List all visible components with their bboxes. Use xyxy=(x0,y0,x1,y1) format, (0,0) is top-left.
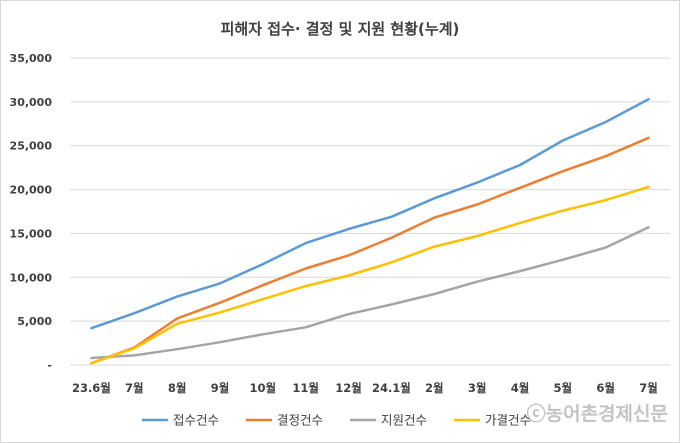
y-tick-label: - xyxy=(47,359,52,372)
series-line-지원건수 xyxy=(90,226,650,360)
legend-label: 접수건수 xyxy=(173,413,219,428)
chart-title: 피해자 접수· 결정 및 지원 현황(누계) xyxy=(221,20,460,38)
x-tick-label: 24.1월 xyxy=(372,381,411,395)
y-tick-label: 30,000 xyxy=(10,96,53,109)
y-tick-label: 35,000 xyxy=(10,52,53,65)
legend-label: 가결건수 xyxy=(485,413,531,428)
gridlines xyxy=(70,57,670,366)
watermark-logo: ⓒ농어촌경제신문 xyxy=(527,402,668,425)
y-tick-label: 25,000 xyxy=(10,140,53,153)
y-tick-label: 20,000 xyxy=(10,184,53,197)
x-tick-label: 6월 xyxy=(596,381,615,395)
y-tick-label: 5,000 xyxy=(17,315,52,328)
series-line-접수건수 xyxy=(90,97,650,330)
y-tick-label: 10,000 xyxy=(10,271,53,284)
x-tick-label: 8월 xyxy=(168,381,187,395)
x-tick-label: 4월 xyxy=(511,381,530,395)
series-line-가결건수 xyxy=(90,185,650,365)
legend: 접수건수 결정건수 지원건수 가결건수 xyxy=(142,413,531,428)
series-line-결정건수 xyxy=(90,136,650,365)
legend-label: 결정건수 xyxy=(277,413,323,428)
x-tick-label: 12월 xyxy=(335,381,362,395)
x-tick-label: 7월 xyxy=(125,381,144,395)
y-axis-ticks: - 5,000 10,000 15,000 20,000 25,000 30,000 35,0… xyxy=(10,52,53,372)
x-tick-label: 5월 xyxy=(554,381,573,395)
x-tick-label: 3월 xyxy=(468,381,487,395)
x-tick-label: 7월 xyxy=(639,381,658,395)
legend-label: 지원건수 xyxy=(381,413,427,428)
series-lines xyxy=(90,97,650,365)
x-tick-label: 10월 xyxy=(250,381,277,395)
y-tick-label: 15,000 xyxy=(10,227,53,240)
x-tick-label: 23.6월 xyxy=(72,381,111,395)
x-tick-label: 9월 xyxy=(211,381,230,395)
x-tick-label: 11월 xyxy=(292,381,319,395)
x-axis-ticks: 23.6월 7월 8월 9월 10월 11월 12월 24.1월 2월 3월 4월 5월 6월 7월 xyxy=(72,381,658,395)
x-tick-label: 2월 xyxy=(425,381,444,395)
